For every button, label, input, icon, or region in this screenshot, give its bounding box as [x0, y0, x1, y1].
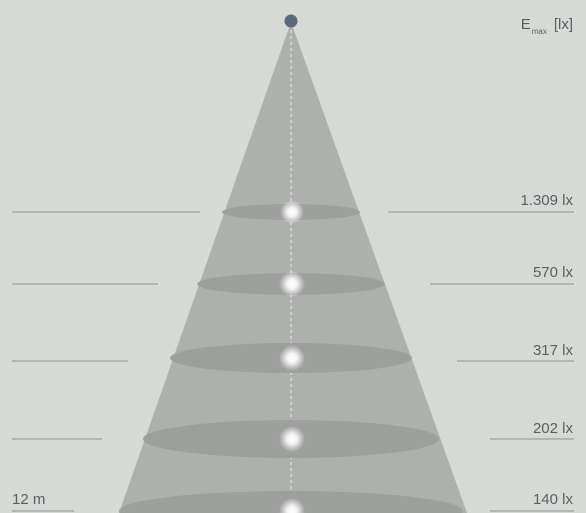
header-symbol: E [520, 16, 531, 33]
glow-spot-5 [279, 498, 305, 513]
glow-spot-1 [280, 200, 304, 224]
lux-label-3: 317 lx [532, 342, 573, 359]
glow-spot-2 [279, 271, 305, 297]
header-subscript: max [531, 27, 547, 36]
light-cone [119, 22, 467, 513]
distance-label: 12 m [12, 491, 46, 508]
lux-label-1: 1.309 lx [520, 192, 573, 209]
glow-spot-4 [279, 426, 305, 452]
header-unit: [lx] [553, 16, 573, 33]
emax-unit-header: Emax [lx] [521, 16, 573, 36]
light-source-icon [284, 14, 298, 28]
lux-label-4: 202 lx [532, 420, 573, 437]
lux-label-2: 570 lx [532, 264, 573, 281]
lux-label-5: 140 lx [532, 491, 573, 508]
glow-spot-3 [279, 345, 305, 371]
